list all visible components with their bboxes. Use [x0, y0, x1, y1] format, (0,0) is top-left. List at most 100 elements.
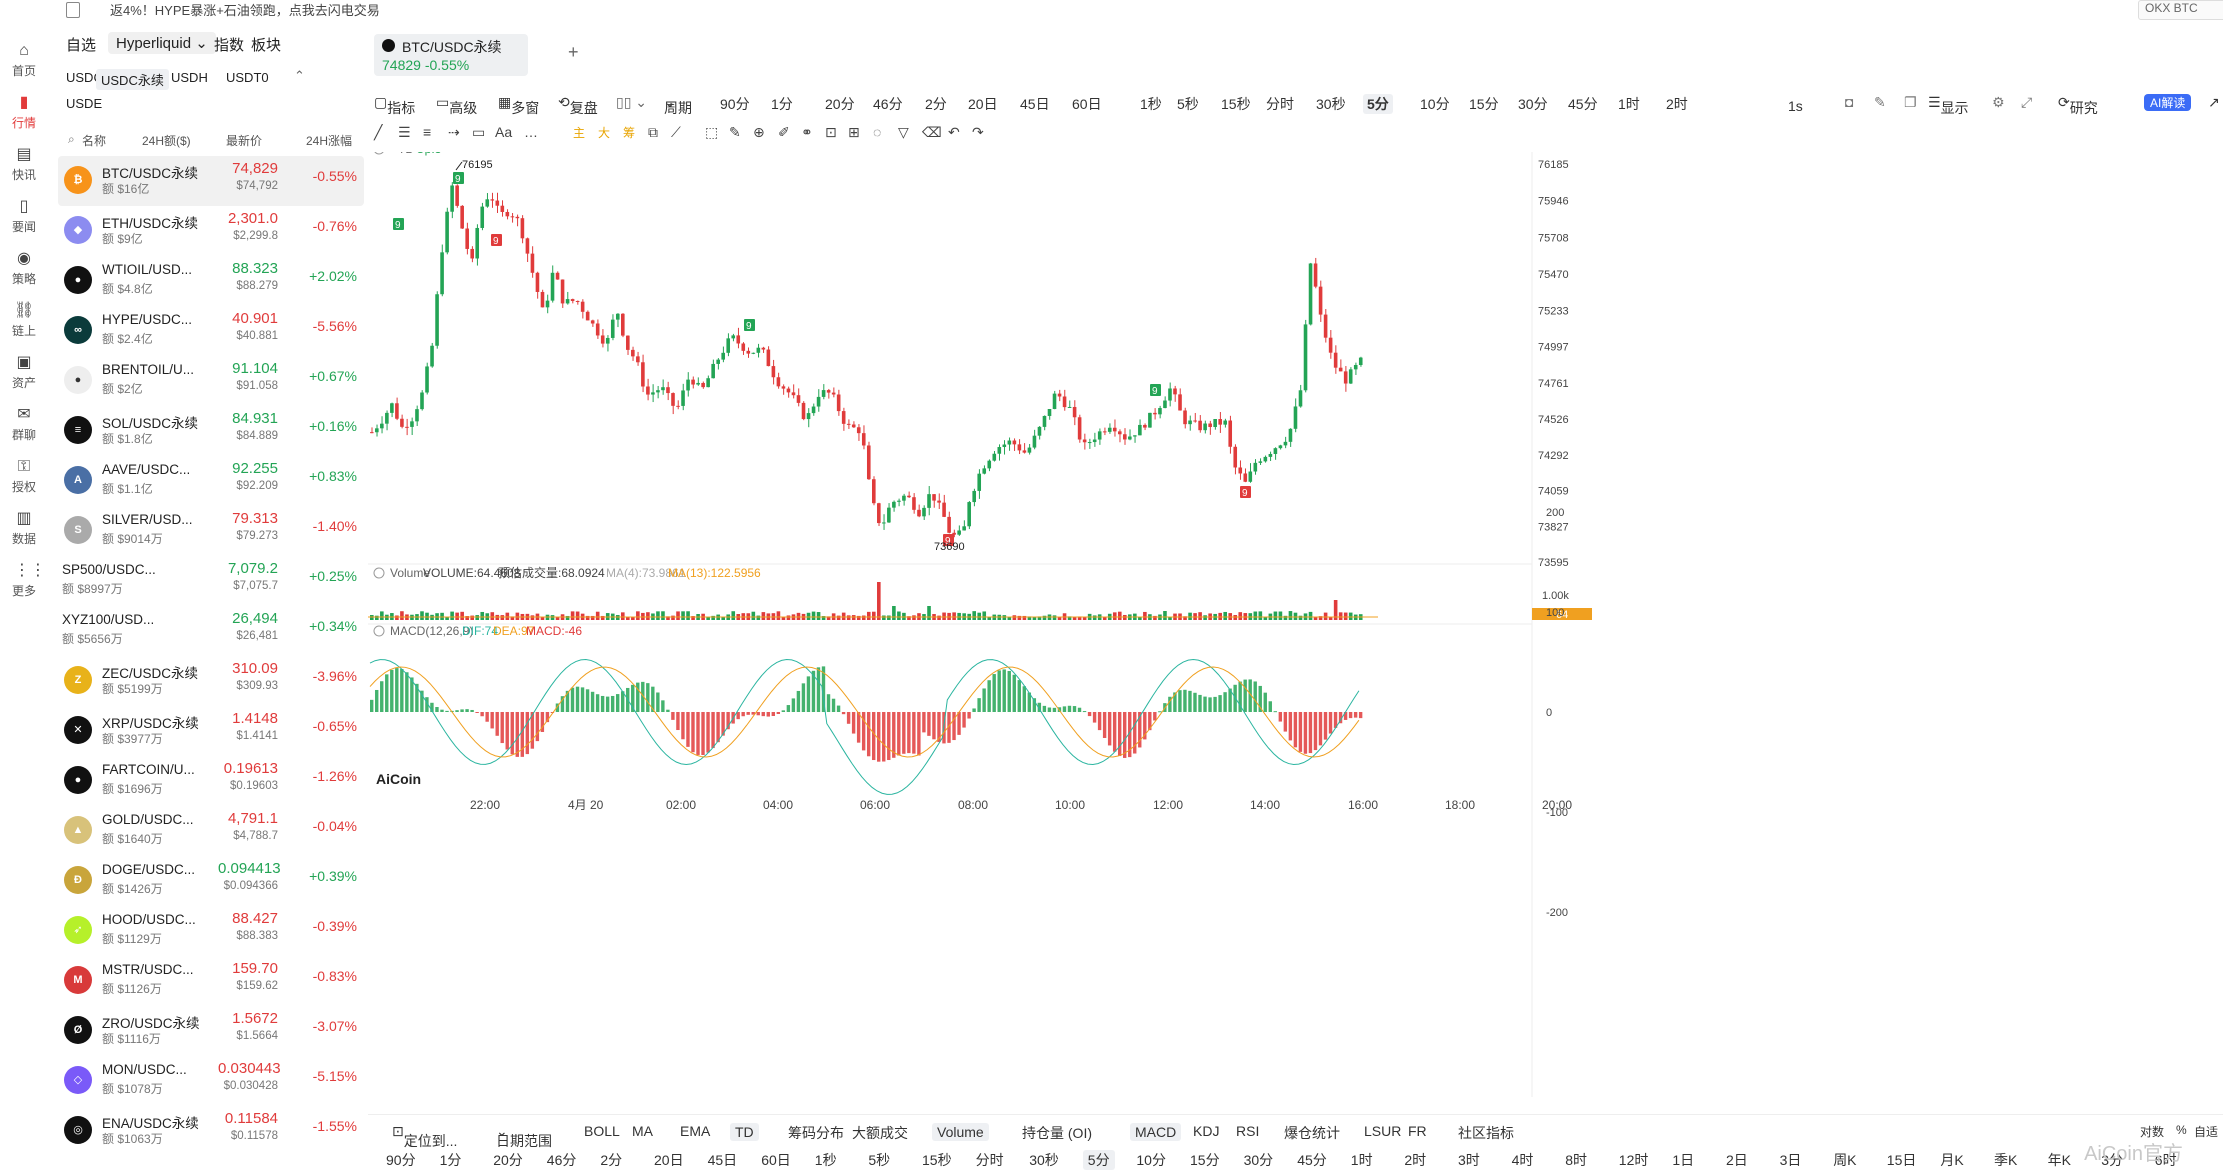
indicator-toggle-8[interactable]: MACD — [1130, 1123, 1182, 1141]
zoom-icon[interactable]: ⊕ — [753, 124, 765, 140]
period-10[interactable]: 15秒 — [1221, 96, 1251, 112]
bottom-period-13[interactable]: 5分 — [1082, 1150, 1115, 1170]
search-input[interactable]: OKX BTC — [2138, 0, 2223, 20]
bottom-period-6[interactable]: 45日 — [707, 1152, 738, 1168]
bottom-period-17[interactable]: 45分 — [1297, 1152, 1327, 1168]
tab-hyperliquid[interactable]: Hyperliquid ⌄ — [108, 32, 216, 54]
market-row[interactable]: S SILVER/USD... 额 $9014万 79.313 $79.273 -1.40… — [58, 506, 364, 556]
period-16[interactable]: 30分 — [1518, 96, 1548, 112]
measure-icon[interactable]: ⟋ — [671, 124, 681, 140]
period-7[interactable]: 60日 — [1072, 96, 1102, 112]
period-17[interactable]: 45分 — [1568, 96, 1598, 112]
bottom-period-19[interactable]: 2时 — [1404, 1152, 1427, 1168]
bottom-period-26[interactable]: 3日 — [1779, 1152, 1802, 1168]
brush-icon[interactable]: ✎ — [729, 124, 741, 140]
period-6[interactable]: 45日 — [1020, 96, 1050, 112]
header-price[interactable]: 最新价 — [226, 134, 263, 148]
rect-tool-icon[interactable]: ▭ — [472, 124, 486, 140]
link-icon[interactable]: ⚭ — [801, 124, 813, 140]
large-icon[interactable]: 大 — [598, 126, 611, 140]
market-row[interactable]: ▲ GOLD/USDC... 额 $1640万 4,791.1 $4,788.7 -0.0… — [58, 806, 364, 856]
period-14[interactable]: 10分 — [1420, 96, 1450, 112]
bottom-period-10[interactable]: 15秒 — [922, 1152, 952, 1168]
bottom-period-28[interactable]: 15日 — [1886, 1152, 1917, 1168]
period-3[interactable]: 46分 — [873, 96, 903, 112]
camera-icon[interactable]: ◘ — [1845, 94, 1854, 110]
auto-toggle[interactable]: 自适 — [2194, 1125, 2219, 1139]
settings-icon[interactable]: ⚙ — [1992, 94, 2005, 110]
bottom-period-9[interactable]: 5秒 — [868, 1152, 891, 1168]
log-toggle[interactable]: 对数 — [2140, 1125, 2165, 1139]
nav-item-3[interactable]: ▯ 要闻 — [0, 198, 48, 235]
nav-item-1[interactable]: ▮ 行情 — [0, 94, 48, 131]
indicator-toggle-2[interactable]: EMA — [680, 1123, 711, 1139]
line-tool-icon[interactable]: ╱ — [374, 124, 383, 140]
undo-icon[interactable]: ↶ — [948, 124, 960, 140]
nav-item-8[interactable]: ⚿ 授权 — [0, 458, 48, 495]
market-row[interactable]: ● BRENTOIL/U... 额 $2亿 91.104 $91.058 +0.67% — [58, 356, 364, 406]
redo-icon[interactable]: ↷ — [972, 124, 984, 140]
magnet-icon[interactable]: ◌ — [873, 124, 882, 140]
tab-index[interactable]: 指数 — [214, 37, 245, 54]
indicator-toggle-9[interactable]: KDJ — [1193, 1123, 1220, 1139]
market-row[interactable]: Z ZEC/USDC永续额 $5199万 310.09 $309.93 -3.96% — [58, 656, 364, 706]
header-change[interactable]: 24H涨幅 — [306, 134, 353, 148]
bottom-period-23[interactable]: 12时 — [1618, 1152, 1649, 1168]
more-tools-icon[interactable]: … — [524, 124, 538, 140]
period-8[interactable]: 1秒 — [1140, 96, 1162, 112]
lock-icon[interactable]: ⊡ — [825, 124, 837, 140]
fullscreen-icon[interactable]: ⤢ — [2021, 94, 2033, 110]
market-row[interactable]: SP500/USDC... 额 $8997万 7,079.2 $7,075.7 +0.2… — [58, 556, 364, 606]
nav-item-9[interactable]: ▥ 数据 — [0, 510, 48, 547]
bottom-period-22[interactable]: 8时 — [1565, 1152, 1587, 1168]
bottom-period-27[interactable]: 周K — [1833, 1152, 1857, 1168]
bottom-period-1[interactable]: 1分 — [439, 1152, 462, 1168]
bottom-period-11[interactable]: 分时 — [975, 1152, 1004, 1168]
market-row[interactable]: ∞ HYPE/USDC... 额 $2.4亿 40.901 $40.881 -5.56% — [58, 306, 364, 356]
search-icon[interactable]: ⌕ — [68, 132, 75, 146]
header-name[interactable]: 名称 — [82, 134, 107, 148]
display-button[interactable]: ☰ 显示 — [1928, 94, 1969, 116]
nav-item-4[interactable]: ◉ 策略 — [0, 250, 48, 287]
period-13[interactable]: 5分 — [1363, 94, 1393, 114]
channel-tool-icon[interactable]: ≡ — [423, 124, 432, 140]
bottom-period-0[interactable]: 90分 — [386, 1152, 416, 1168]
indicator-toggle-3[interactable]: TD — [730, 1123, 759, 1141]
notice-text[interactable]: 返4%！HYPE暴涨+石油领跑，点我去闪电交易 — [110, 3, 380, 18]
market-row[interactable]: ≡ SOL/USDC永续额 $1.8亿 84.931 $84.889 +0.16% — [58, 406, 364, 456]
bottom-period-5[interactable]: 20日 — [654, 1152, 684, 1168]
period-9[interactable]: 5秒 — [1177, 96, 1199, 112]
advanced-button[interactable]: ▭ 高级 — [436, 94, 478, 116]
market-row[interactable]: ✕ XRP/USDC永续额 $3977万 1.4148 $1.4141 -0.65% — [58, 706, 364, 756]
bottom-period-16[interactable]: 30分 — [1243, 1152, 1274, 1168]
ai-interpret-button[interactable]: AI解读 — [2144, 94, 2192, 111]
market-row[interactable]: XYZ100/USD... 额 $5656万 26,494 $26,481 +0.34% — [58, 606, 364, 656]
indicator-toggle-13[interactable]: FR — [1408, 1123, 1427, 1139]
indicator-toggle-7[interactable]: 持仓量 (OI) — [1022, 1125, 1092, 1141]
market-row[interactable]: ● FARTCOIN/U... 额 $1696万 0.19613 $0.19603 -1.… — [58, 756, 364, 806]
period-5[interactable]: 20日 — [968, 96, 998, 112]
market-row[interactable]: Ð DOGE/USDC... 额 $1426万 0.094413 $0.094366 +0… — [58, 856, 364, 906]
bottom-period-31[interactable]: 年K — [2047, 1152, 2071, 1168]
candle-type-icon[interactable]: ▯▯ ⌄ — [616, 94, 648, 110]
subtab-usdc[interactable]: USDC — [66, 70, 103, 85]
subtab-usdc-perp[interactable]: USDC永续 — [96, 69, 169, 90]
pen-icon[interactable]: ✎ — [1874, 94, 1886, 110]
text-tool-icon[interactable]: Aa — [495, 124, 513, 140]
alert-icon[interactable]: ⊞ — [848, 124, 860, 140]
add-tab-icon[interactable]: + — [568, 42, 579, 62]
period-1[interactable]: 1分 — [771, 96, 793, 112]
subtab-usde[interactable]: USDE — [66, 96, 103, 111]
indicator-toggle-5[interactable]: 大额成交 — [852, 1125, 908, 1141]
indicator-toggle-1[interactable]: MA — [632, 1123, 653, 1139]
market-row[interactable]: ₿ BTC/USDC永续额 $16亿 74,829 $74,792 -0.55% — [58, 156, 364, 206]
bottom-period-25[interactable]: 2日 — [1726, 1152, 1748, 1168]
indicator-toggle-0[interactable]: BOLL — [584, 1123, 620, 1139]
bottom-period-8[interactable]: 1秒 — [814, 1152, 837, 1168]
trash-icon[interactable]: ⌫ — [922, 124, 942, 140]
locate-button[interactable]: ⊡ 定位到... — [392, 1123, 458, 1149]
percent-toggle[interactable]: % — [2176, 1123, 2187, 1137]
nav-item-10[interactable]: ⋮⋮ 更多 — [0, 562, 48, 599]
bottom-period-32[interactable]: 3分 — [2101, 1152, 2123, 1168]
tab-favorites[interactable]: 自选 — [66, 37, 97, 54]
